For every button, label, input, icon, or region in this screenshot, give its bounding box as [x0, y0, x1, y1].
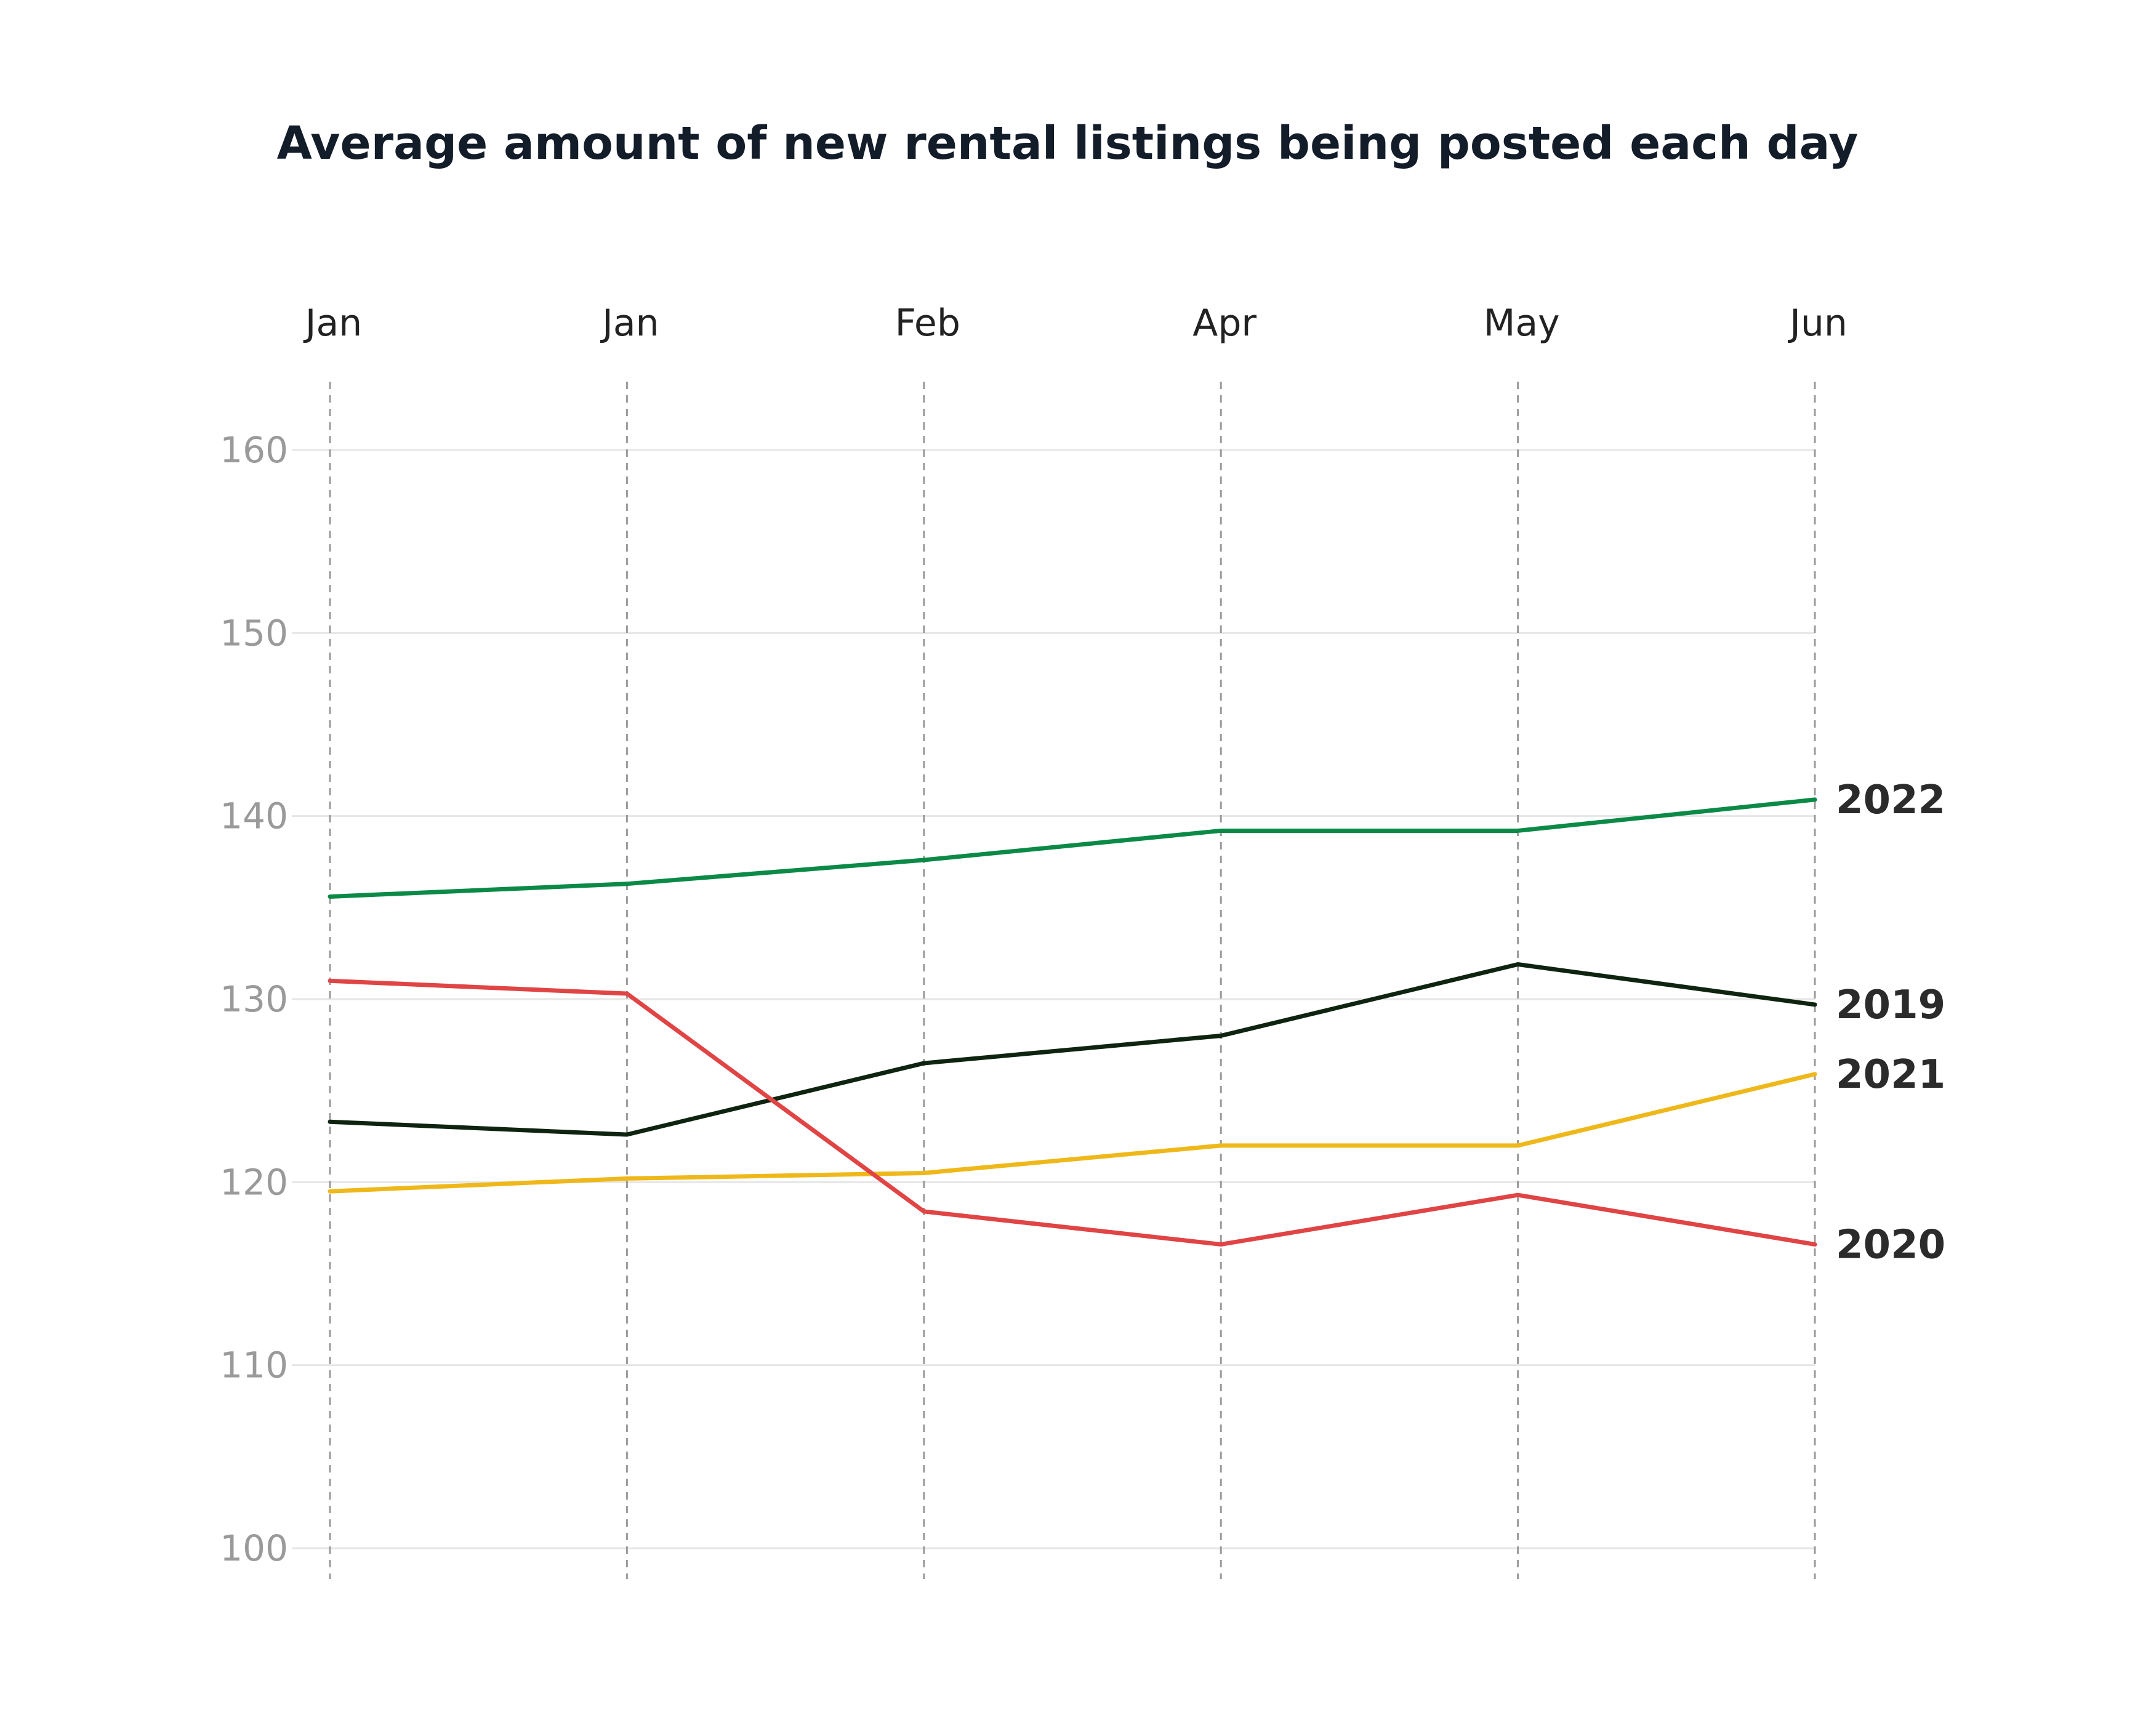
series-label-2019: 2019 — [1836, 983, 1945, 1028]
x-tick-label: Feb — [895, 302, 960, 345]
series-line-2021 — [328, 1072, 1817, 1194]
x-axis-ticks: Jan Jan Feb Apr May Jun — [303, 302, 1848, 345]
y-tick-label: 120 — [220, 1161, 288, 1203]
vertical-gridlines — [329, 382, 1816, 1579]
x-tick-label: Apr — [1192, 302, 1256, 345]
x-tick-label: Jan — [600, 302, 659, 345]
horizontal-gridlines — [292, 449, 1815, 1549]
x-tick-label: May — [1484, 302, 1560, 345]
y-axis-ticks: 100 110 120 130 140 150 160 — [220, 429, 288, 1569]
y-tick-label: 140 — [220, 795, 288, 837]
series-lines — [328, 797, 1817, 1247]
series-labels: 2022 2019 2021 2020 — [1836, 778, 1945, 1268]
y-tick-label: 160 — [220, 429, 288, 471]
y-tick-label: 100 — [220, 1527, 288, 1569]
x-tick-label: Jan — [303, 302, 363, 345]
y-tick-label: 130 — [220, 978, 288, 1020]
x-tick-label: Jun — [1787, 302, 1848, 345]
y-tick-label: 110 — [220, 1344, 288, 1386]
y-tick-label: 150 — [220, 612, 288, 654]
series-line-2019 — [328, 962, 1817, 1137]
series-label-2020: 2020 — [1836, 1222, 1945, 1268]
series-label-2021: 2021 — [1836, 1052, 1945, 1098]
series-line-2020 — [328, 978, 1817, 1247]
series-label-2022: 2022 — [1836, 778, 1945, 823]
chart-title: Average amount of new rental listings be… — [276, 117, 1859, 170]
series-line-2022 — [328, 797, 1817, 899]
